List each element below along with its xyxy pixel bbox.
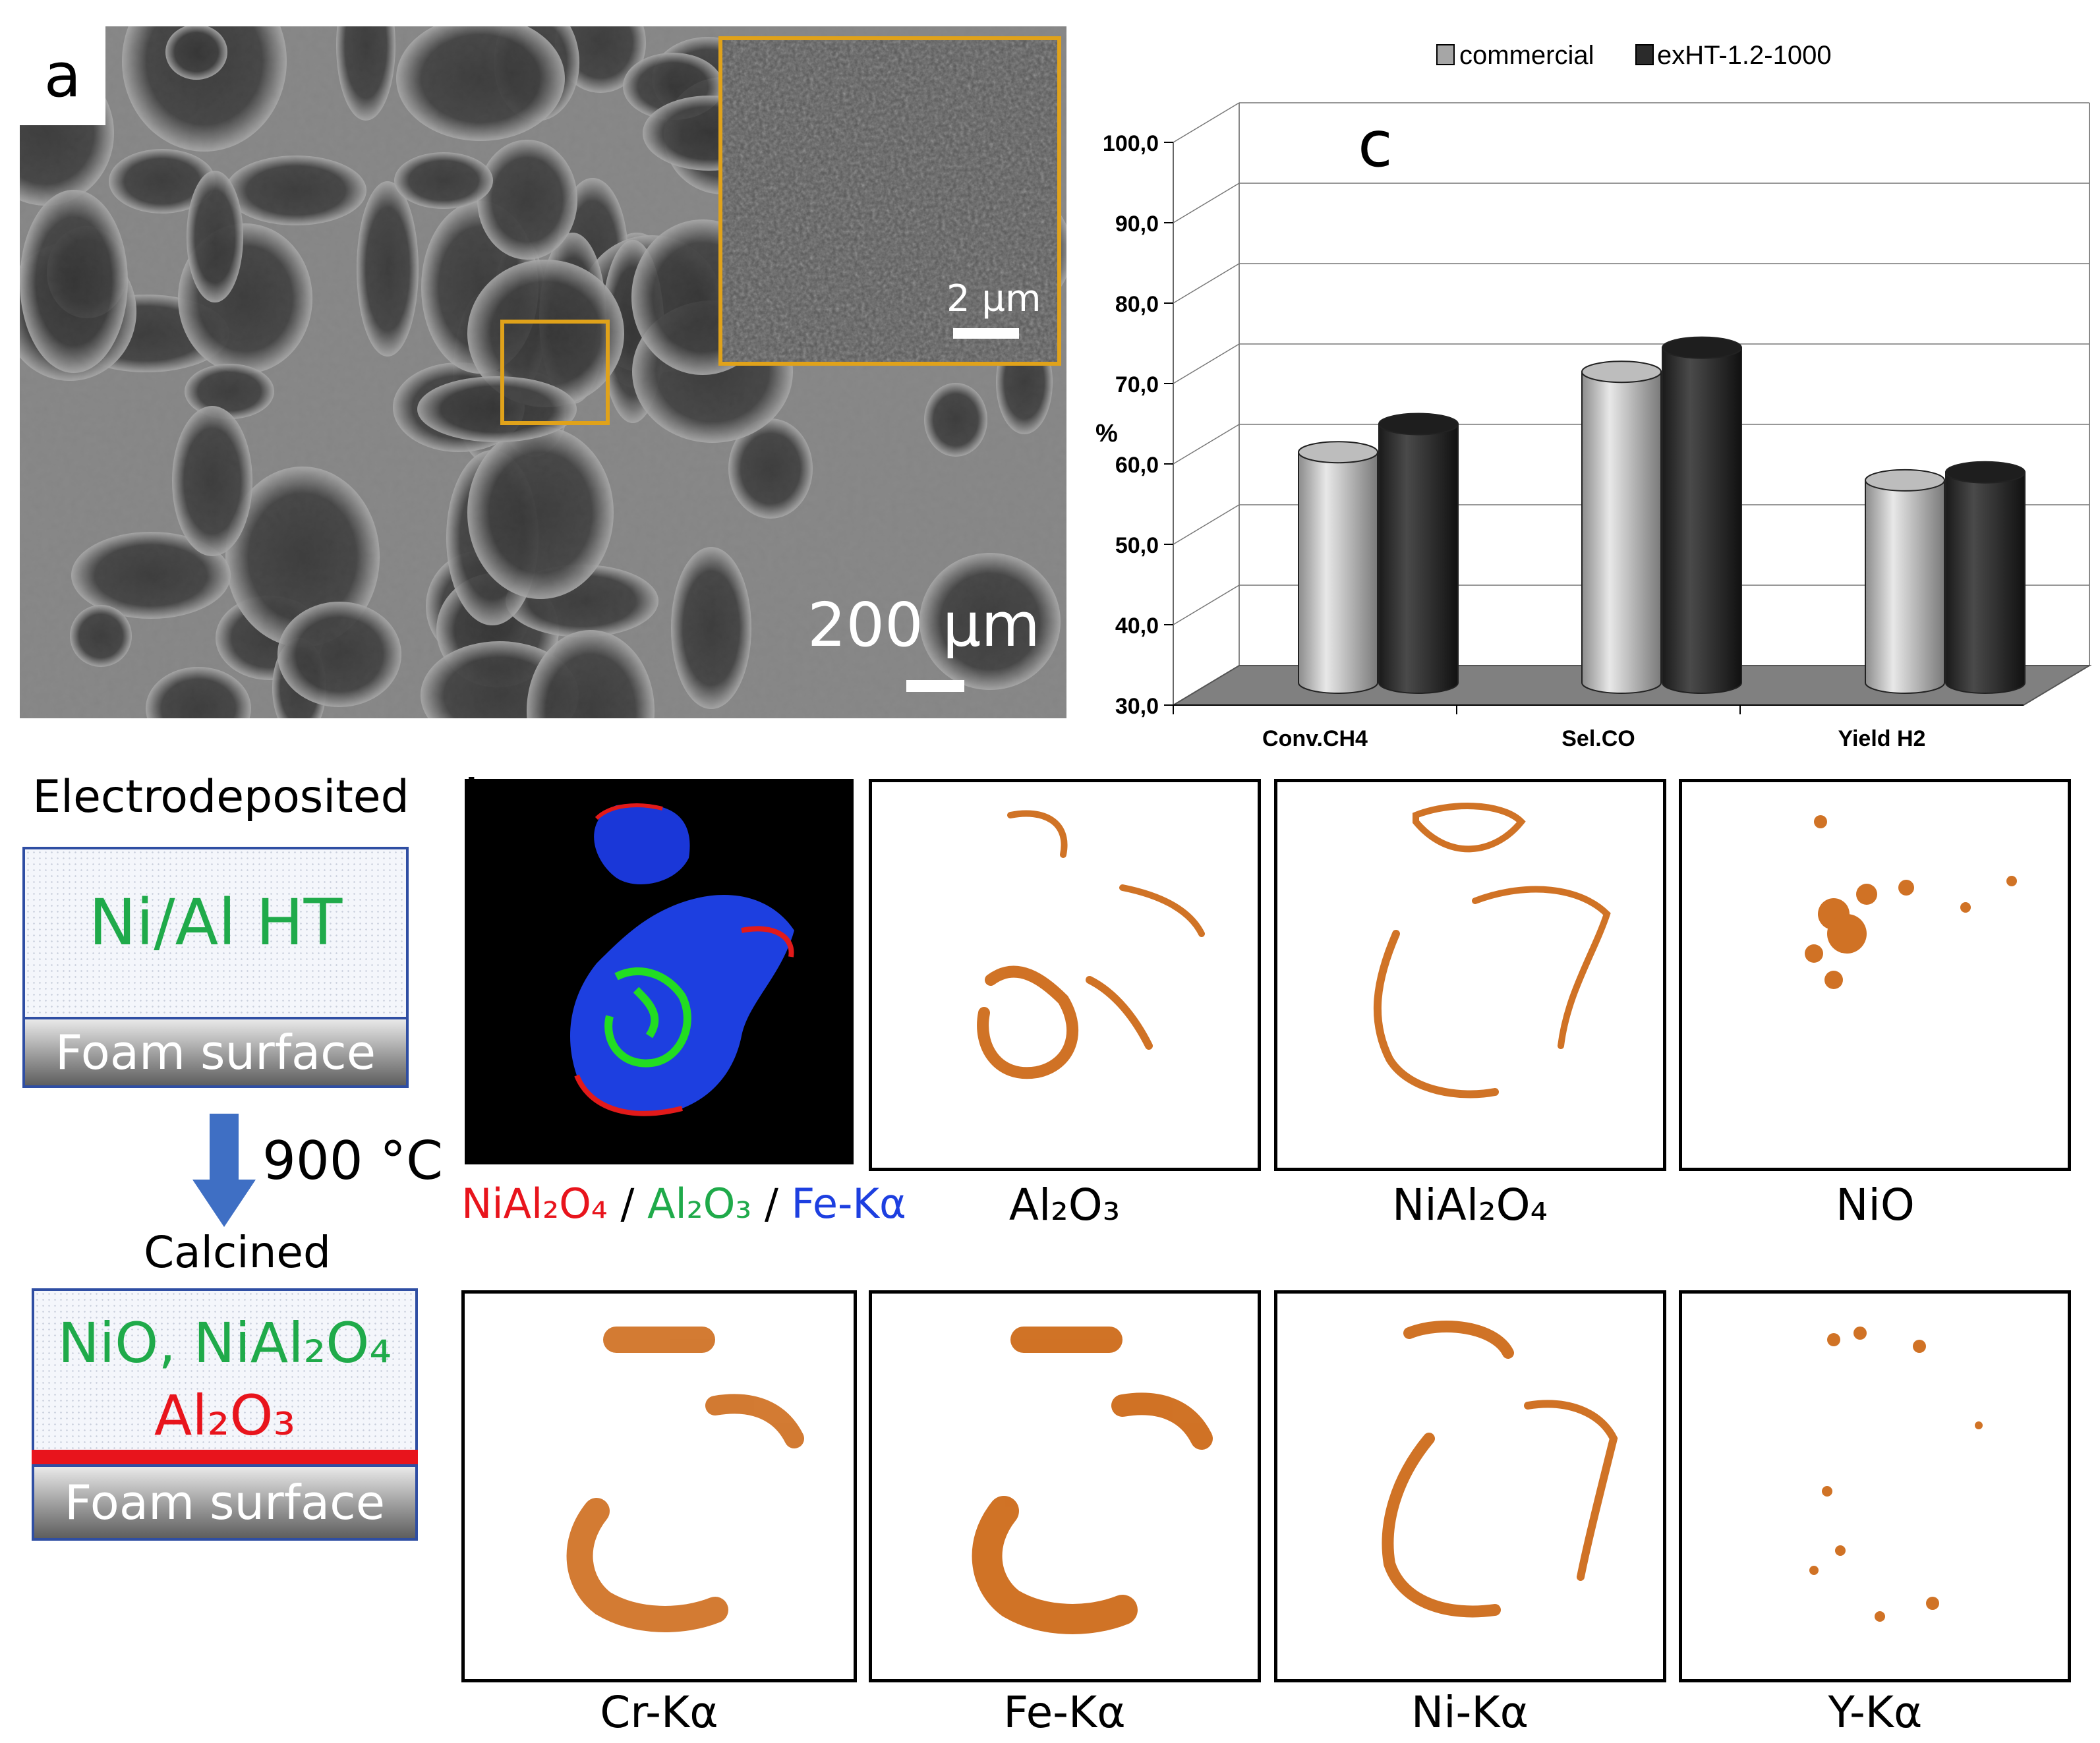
- composite-map: [465, 779, 854, 1164]
- composite-legend-al2o3: Al₂O₃: [647, 1180, 752, 1228]
- composite-legend-nial2o4: NiAl₂O₄: [461, 1180, 608, 1228]
- map-nial2o4: [1274, 779, 1666, 1171]
- calcined-oxides-label: NiO, NiAl₂O₄: [57, 1311, 392, 1375]
- bar-exHT-1.2-1000-Sel.CO: [1662, 336, 1742, 694]
- map-ni-ka: [1274, 1290, 1666, 1682]
- composite-legend-sep: /: [751, 1180, 792, 1228]
- calcined-layer-box: NiO, NiAl₂O₄ Al₂O₃: [32, 1288, 418, 1456]
- chart-panel: 30,0 40,0 50,0 60,0 70,0 80,0 90,0 100,0 Conv.C…: [1068, 20, 2100, 758]
- map-label-ni-ka: Ni-Kα: [1411, 1687, 1529, 1738]
- y-tick-label: 60,0: [1115, 453, 1159, 478]
- map-al2o3: [869, 779, 1261, 1171]
- inset-scale-bar: [953, 328, 1019, 339]
- bar-cap: [1945, 461, 2026, 484]
- bar-body: [1298, 451, 1378, 694]
- foam-surface-bottom: Foam surface: [32, 1464, 418, 1541]
- gridline-side: [1173, 263, 1240, 304]
- legend-label-exht: exHT-1.2-1000: [1657, 41, 1832, 70]
- composite-legend-fe: Fe-Kα: [791, 1180, 906, 1228]
- alumina-layer-label: Al₂O₃: [154, 1383, 296, 1448]
- sem-inset: 2 µm: [718, 36, 1061, 366]
- y-tick-label: 40,0: [1115, 614, 1159, 639]
- bar-body: [1378, 423, 1459, 694]
- map-cr-ka: [461, 1290, 857, 1682]
- inset-scale-label: 2 µm: [947, 277, 1041, 320]
- sem-image: a 2 µm 200 µm: [20, 26, 1066, 718]
- bar-commercial-Conv.CH4: [1298, 441, 1378, 694]
- alumina-layer-stripe: [32, 1450, 418, 1464]
- calcination-arrow-icon: [192, 1114, 256, 1227]
- main-scale-label: 200 µm: [807, 590, 1040, 660]
- schematic-title-electrodeposited: Electrodeposited: [32, 771, 409, 823]
- gridline-side: [1173, 343, 1240, 384]
- map-label-fe-ka: Fe-Kα: [1003, 1687, 1126, 1738]
- deposit-layer-box: Ni/Al HT: [22, 847, 409, 1019]
- y-tick-label: 30,0: [1115, 694, 1159, 719]
- y-tick-label: 80,0: [1115, 292, 1159, 317]
- x-tick-label: Conv.CH4: [1262, 726, 1368, 751]
- zoom-region-box: [500, 320, 610, 425]
- y-tick-label: 70,0: [1115, 372, 1159, 397]
- schematic-title-calcined: Calcined: [144, 1227, 331, 1278]
- map-label-nial2o4: NiAl₂O₄: [1391, 1180, 1548, 1230]
- map-fe-ka: [869, 1290, 1261, 1682]
- bar-chart: 30,0 40,0 50,0 60,0 70,0 80,0 90,0 100,0 Conv.C…: [1095, 41, 2092, 751]
- composite-legend-sep: /: [607, 1180, 648, 1228]
- legend-label-commercial: commercial: [1459, 41, 1594, 70]
- y-tick-label: 50,0: [1115, 533, 1159, 558]
- map-y-ka: [1679, 1290, 2071, 1682]
- bar-cap: [1581, 360, 1662, 384]
- x-tick-label: Yield H2: [1838, 726, 1926, 751]
- bar-cap: [1865, 469, 1945, 492]
- bar-commercial-Yield H2: [1865, 469, 1945, 694]
- panel-label-a: a: [20, 26, 105, 125]
- map-label-al2o3: Al₂O₃: [1008, 1180, 1121, 1230]
- main-scale-bar: [906, 680, 964, 692]
- bar-commercial-Sel.CO: [1581, 360, 1662, 694]
- map-label-nio: NiO: [1836, 1180, 1915, 1230]
- gridline-side: [1173, 585, 1240, 625]
- y-tick-label: 100,0: [1103, 131, 1159, 156]
- composite-legend: NiAl₂O₄ / Al₂O₃ / Fe-Kα: [461, 1180, 923, 1228]
- bar-cap: [1378, 413, 1459, 436]
- bar-cap: [1662, 336, 1742, 359]
- map-label-cr-ka: Cr-Kα: [600, 1687, 718, 1738]
- bar-body: [1945, 471, 2026, 694]
- bar-cap: [1298, 441, 1378, 464]
- temperature-label: 900 °C: [262, 1130, 443, 1191]
- bar-body: [1581, 371, 1662, 694]
- panel-label-c: c: [1358, 107, 1393, 181]
- legend-swatch-commercial: [1436, 44, 1455, 65]
- y-axis-label: %: [1095, 420, 1118, 447]
- bar-exHT-1.2-1000-Conv.CH4: [1378, 413, 1459, 694]
- foam-surface-top: Foam surface: [22, 1017, 409, 1088]
- map-nio: [1679, 779, 2071, 1171]
- gridline-side: [1173, 102, 1240, 143]
- deposit-layer-label: Ni/Al HT: [88, 886, 343, 959]
- y-tick-label: 90,0: [1115, 212, 1159, 237]
- map-label-y-ka: Y-Kα: [1828, 1687, 1923, 1738]
- bar-body: [1662, 347, 1742, 694]
- legend-swatch-exht: [1635, 44, 1654, 65]
- x-tick-label: Sel.CO: [1561, 726, 1635, 751]
- gridline-side: [1173, 504, 1240, 545]
- bar-body: [1865, 479, 1945, 694]
- gridline-side: [1173, 424, 1240, 465]
- gridline-side: [1173, 183, 1240, 223]
- bar-exHT-1.2-1000-Yield H2: [1945, 461, 2026, 694]
